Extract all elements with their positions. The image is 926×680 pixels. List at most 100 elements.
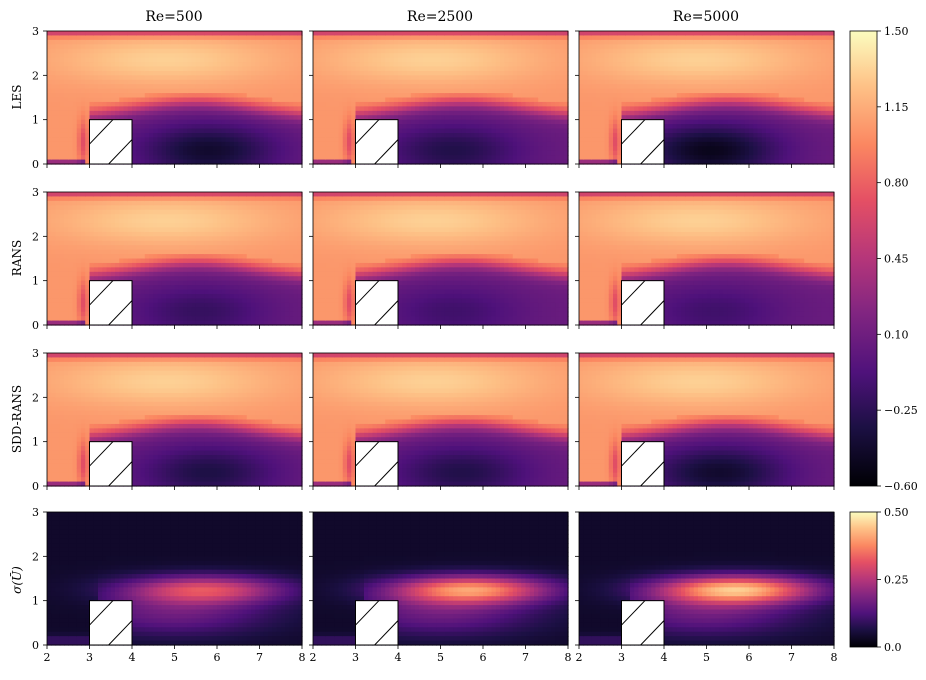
- heatmap-cell: [517, 89, 522, 94]
- heatmap-cell: [128, 44, 133, 49]
- heatmap-cell: [555, 80, 560, 85]
- heatmap-cell: [128, 80, 133, 85]
- heatmap-cell: [107, 106, 112, 111]
- heatmap-cell: [153, 137, 158, 142]
- heatmap-cell: [322, 151, 327, 156]
- heatmap-cell: [107, 31, 112, 36]
- heatmap-cell: [551, 151, 556, 156]
- heatmap-cell: [289, 62, 294, 67]
- heatmap-cell: [381, 84, 386, 89]
- heatmap-cell: [543, 93, 548, 98]
- heatmap-cell: [762, 49, 767, 54]
- heatmap-cell: [630, 106, 635, 111]
- heatmap-cell: [588, 102, 593, 107]
- heatmap-cell: [715, 58, 720, 63]
- heatmap-cell: [492, 146, 497, 151]
- heatmap-cell: [462, 124, 467, 129]
- heatmap-cell: [647, 31, 652, 36]
- heatmap-cell: [356, 49, 361, 54]
- heatmap-cell: [462, 53, 467, 58]
- heatmap-cell: [766, 66, 771, 71]
- heatmap-cell: [364, 111, 369, 116]
- heatmap-cell: [170, 111, 175, 116]
- heatmap-cell: [51, 75, 56, 80]
- heatmap-cell: [547, 93, 552, 98]
- heatmap-cell: [521, 155, 526, 160]
- heatmap-cell: [583, 142, 588, 147]
- heatmap-cell: [343, 62, 348, 67]
- heatmap-cell: [462, 146, 467, 151]
- heatmap-cell: [213, 80, 218, 85]
- heatmap-cell: [702, 133, 707, 138]
- heatmap-cell: [77, 93, 82, 98]
- heatmap-cell: [411, 62, 416, 67]
- heatmap-cell: [234, 58, 239, 63]
- heatmap-cell: [102, 40, 107, 45]
- heatmap-cell: [462, 115, 467, 120]
- heatmap-cell: [285, 129, 290, 134]
- heatmap-cell: [183, 84, 188, 89]
- heatmap-cell: [470, 133, 475, 138]
- heatmap-cell: [694, 66, 699, 71]
- heatmap-cell: [579, 44, 584, 49]
- heatmap-cell: [622, 80, 627, 85]
- heatmap-cell: [609, 151, 614, 156]
- heatmap-cell: [377, 80, 382, 85]
- heatmap-cell: [230, 102, 235, 107]
- heatmap-cell: [543, 44, 548, 49]
- heatmap-cell: [200, 155, 205, 160]
- heatmap-cell: [462, 89, 467, 94]
- heatmap-cell: [432, 53, 437, 58]
- heatmap-cell: [470, 58, 475, 63]
- heatmap-cell: [445, 120, 450, 125]
- heatmap-cell: [209, 142, 214, 147]
- heatmap-cell: [555, 66, 560, 71]
- heatmap-cell: [436, 102, 441, 107]
- heatmap-cell: [200, 124, 205, 129]
- heatmap-cell: [758, 71, 763, 76]
- heatmap-cell: [175, 106, 180, 111]
- column-title-re500: Re=500: [145, 9, 202, 25]
- heatmap-cell: [347, 71, 352, 76]
- heatmap-cell: [419, 53, 424, 58]
- heatmap-cell: [255, 89, 260, 94]
- heatmap-cell: [390, 89, 395, 94]
- heatmap-cell: [230, 120, 235, 125]
- heatmap-cell: [609, 89, 614, 94]
- heatmap-cell: [317, 129, 322, 134]
- heatmap-cell: [77, 53, 82, 58]
- heatmap-cell: [605, 111, 610, 116]
- heatmap-cell: [521, 142, 526, 147]
- heatmap-cell: [179, 115, 184, 120]
- heatmap-cell: [196, 106, 201, 111]
- heatmap-cell: [458, 71, 463, 76]
- heatmap-cell: [289, 106, 294, 111]
- heatmap-cell: [762, 146, 767, 151]
- heatmap-cell: [347, 151, 352, 156]
- heatmap-cell: [200, 58, 205, 63]
- heatmap-cell: [432, 115, 437, 120]
- heatmap-cell: [56, 58, 61, 63]
- heatmap-cell: [343, 66, 348, 71]
- heatmap-cell: [136, 80, 141, 85]
- heatmap-cell: [289, 53, 294, 58]
- heatmap-cell: [685, 40, 690, 45]
- heatmap-cell: [381, 71, 386, 76]
- heatmap-cell: [47, 98, 52, 103]
- heatmap-cell: [617, 71, 622, 76]
- heatmap-cell: [600, 84, 605, 89]
- heatmap-cell: [85, 111, 90, 116]
- heatmap-cell: [153, 120, 158, 125]
- heatmap-cell: [415, 102, 420, 107]
- heatmap-cell: [466, 40, 471, 45]
- heatmap-cell: [732, 35, 737, 40]
- heatmap-cell: [651, 89, 656, 94]
- heatmap-cell: [715, 49, 720, 54]
- heatmap-cell: [175, 71, 180, 76]
- heatmap-cell: [504, 31, 509, 36]
- heatmap-cell: [600, 62, 605, 67]
- heatmap-cell: [466, 84, 471, 89]
- heatmap-cell: [432, 31, 437, 36]
- heatmap-cell: [115, 40, 120, 45]
- heatmap-cell: [90, 111, 95, 116]
